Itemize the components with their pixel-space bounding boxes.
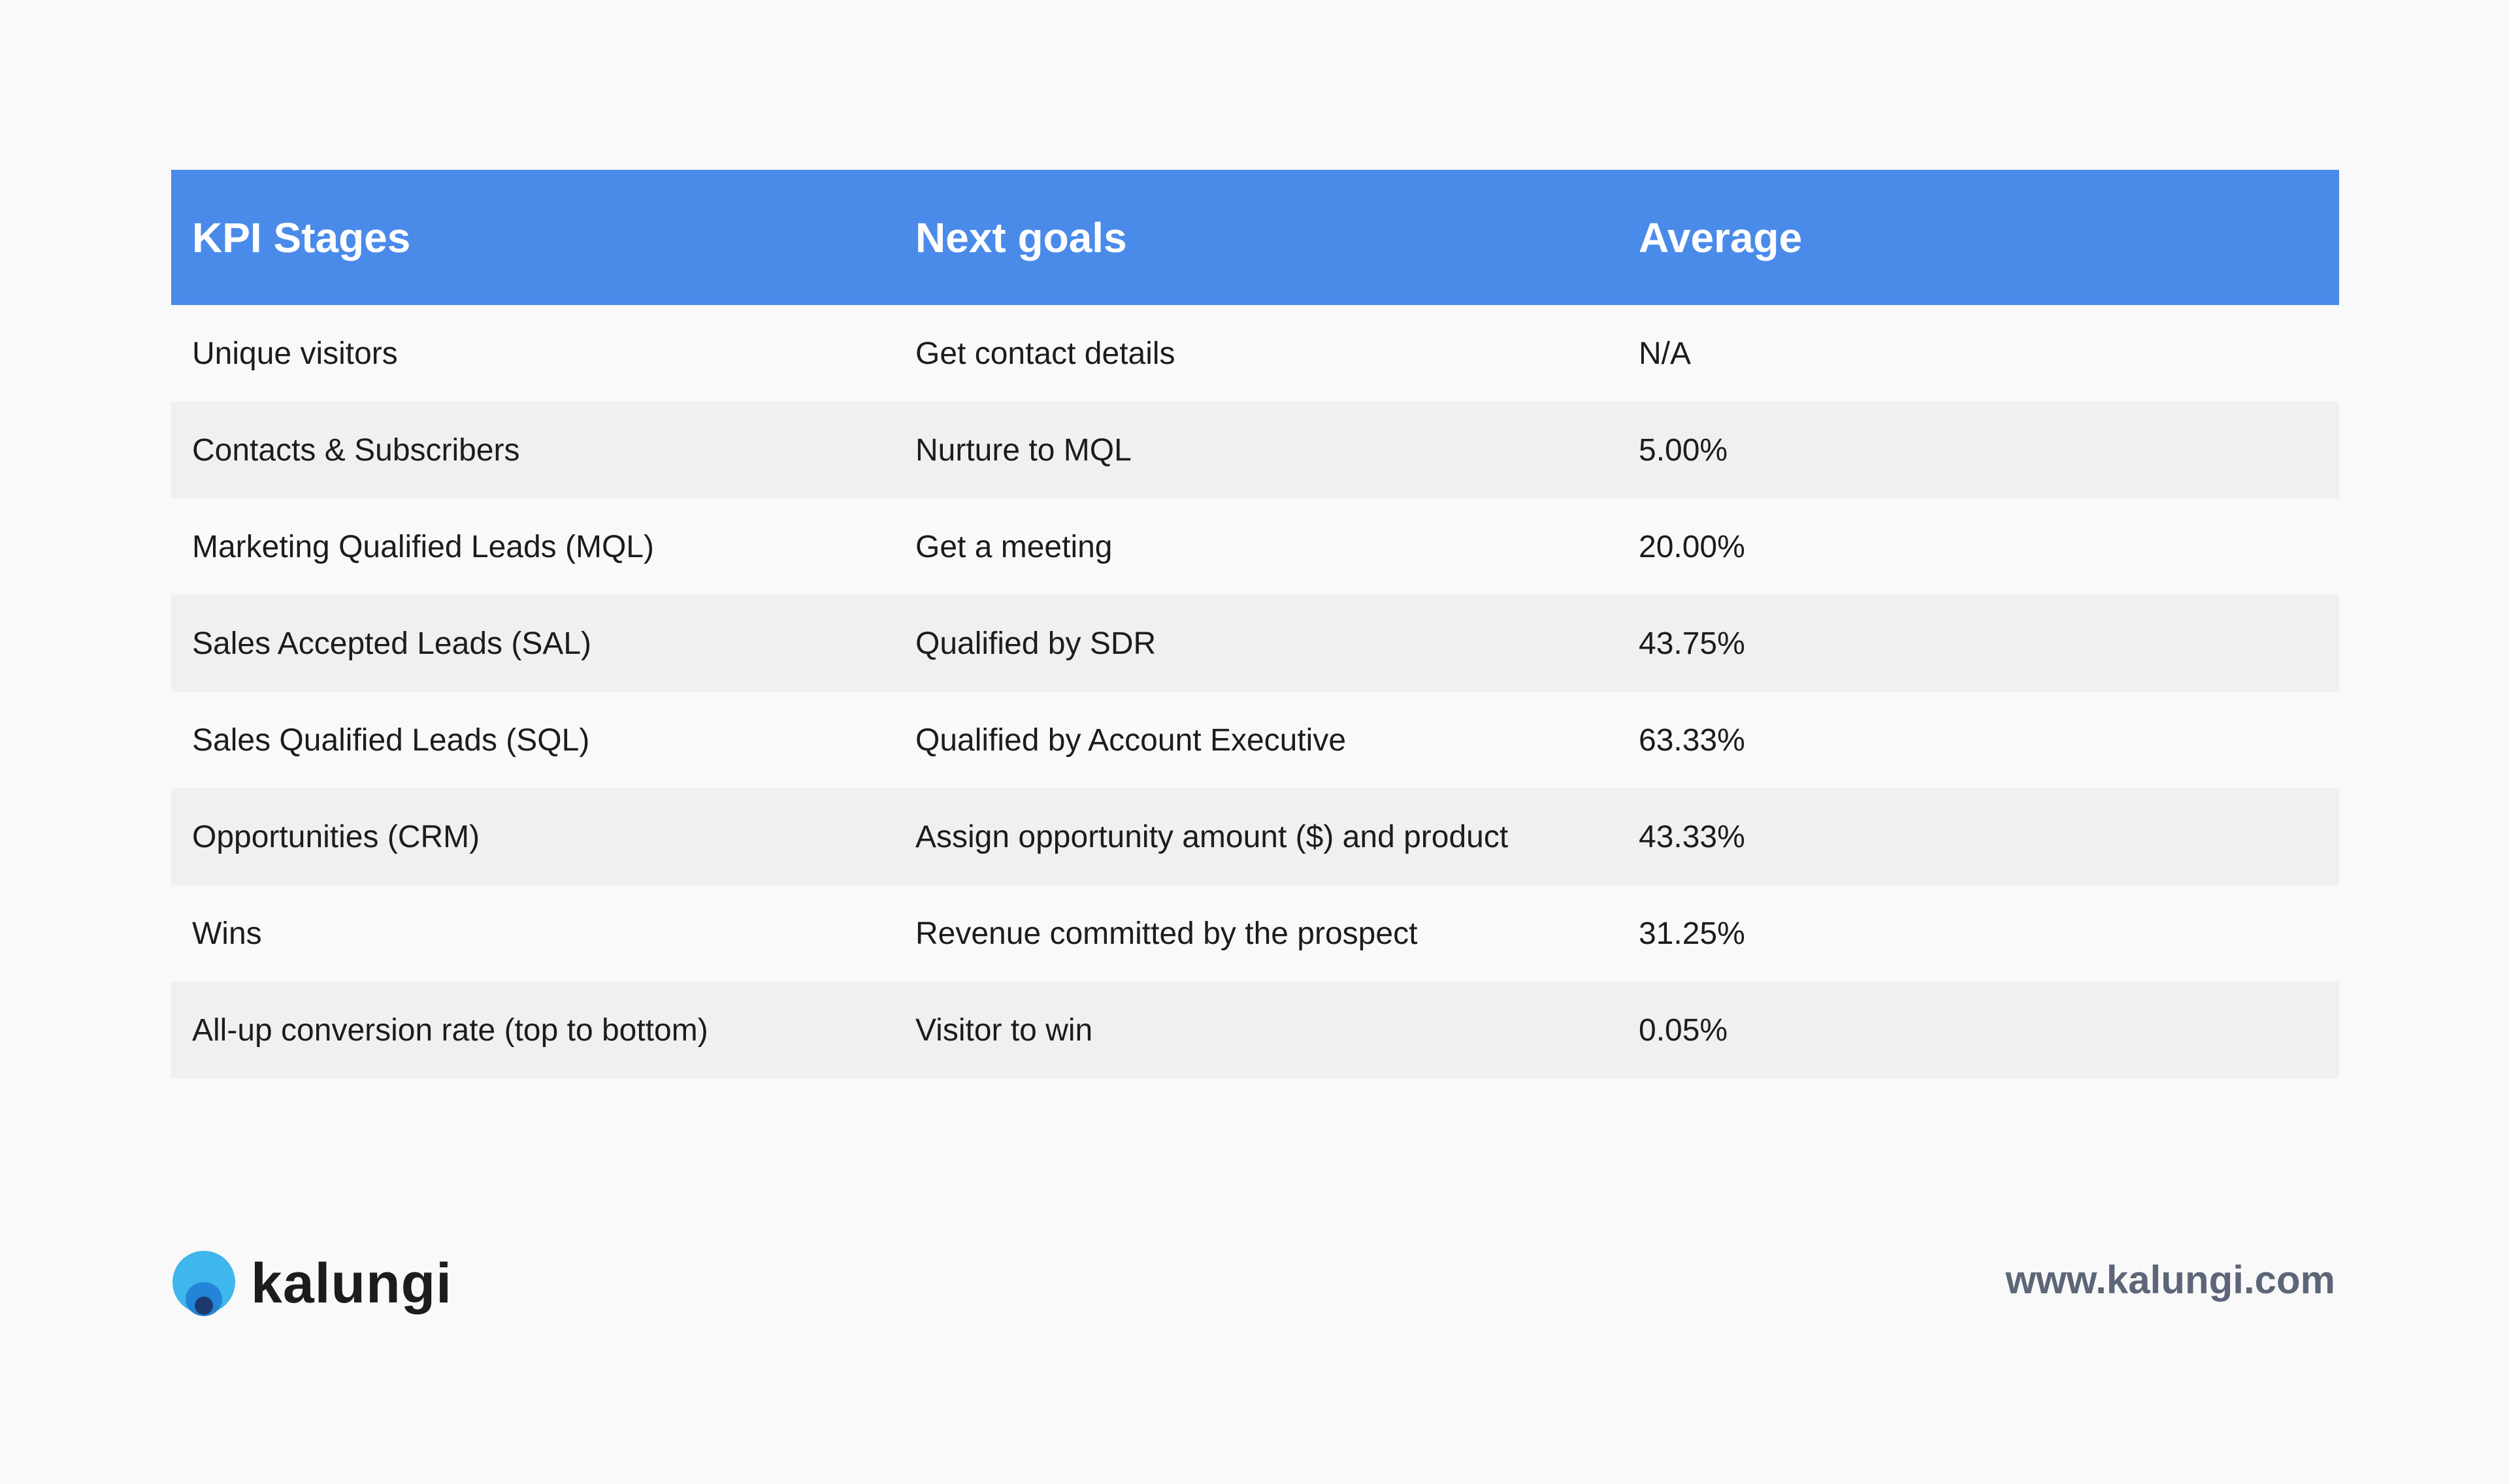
next-goal-cell: Get a meeting <box>915 529 1113 564</box>
average-cell: 63.33% <box>1639 722 1745 758</box>
kpi-table: KPI Stages Next goals Average Unique vis… <box>171 170 2339 1078</box>
table-row: Opportunities (CRM) Assign opportunity a… <box>171 788 2339 885</box>
kpi-stage-cell: Unique visitors <box>192 336 398 371</box>
next-goal-cell: Qualified by SDR <box>915 626 1156 661</box>
average-cell: 20.00% <box>1639 529 1745 564</box>
kpi-stage-cell: Marketing Qualified Leads (MQL) <box>192 529 654 564</box>
table-row: Sales Accepted Leads (SAL) Qualified by … <box>171 595 2339 692</box>
next-goal-cell: Qualified by Account Executive <box>915 722 1347 758</box>
table-row: Unique visitors Get contact details N/A <box>171 305 2339 402</box>
table-header-row: KPI Stages Next goals Average <box>171 170 2339 305</box>
kpi-stage-cell: Sales Qualified Leads (SQL) <box>192 722 590 758</box>
table-row: Sales Qualified Leads (SQL) Qualified by… <box>171 692 2339 788</box>
table-row: Marketing Qualified Leads (MQL) Get a me… <box>171 498 2339 595</box>
kpi-stage-cell: Sales Accepted Leads (SAL) <box>192 626 592 661</box>
kpi-stage-cell: Wins <box>192 916 262 951</box>
kpi-stage-cell: All-up conversion rate (top to bottom) <box>192 1012 708 1048</box>
average-cell: 0.05% <box>1639 1012 1728 1048</box>
next-goal-cell: Assign opportunity amount ($) and produc… <box>915 819 1509 854</box>
column-header-kpi-stages: KPI Stages <box>192 214 411 261</box>
average-cell: 5.00% <box>1639 432 1728 468</box>
next-goal-cell: Visitor to win <box>915 1012 1093 1048</box>
table-header: KPI Stages Next goals Average <box>171 170 2339 305</box>
table-row: Contacts & Subscribers Nurture to MQL 5.… <box>171 402 2339 498</box>
average-cell: 31.25% <box>1639 916 1745 951</box>
website-url[interactable]: www.kalungi.com <box>2005 1258 2335 1302</box>
kpi-stage-cell: Opportunities (CRM) <box>192 819 480 854</box>
column-header-next-goals: Next goals <box>915 214 1127 261</box>
average-cell: N/A <box>1639 336 1692 371</box>
kpi-stage-cell: Contacts & Subscribers <box>192 432 520 468</box>
average-cell: 43.33% <box>1639 819 1745 854</box>
kalungi-logo-icon <box>172 1251 235 1316</box>
brand-logo: kalungi <box>171 1250 452 1317</box>
table-row: Wins Revenue committed by the prospect 3… <box>171 885 2339 982</box>
average-cell: 43.75% <box>1639 626 1745 661</box>
table-body: Unique visitors Get contact details N/A … <box>171 305 2339 1078</box>
brand-name: kalungi <box>251 1252 453 1315</box>
table-row: All-up conversion rate (top to bottom) V… <box>171 982 2339 1078</box>
next-goal-cell: Revenue committed by the prospect <box>915 916 1418 951</box>
next-goal-cell: Get contact details <box>915 336 1175 371</box>
next-goal-cell: Nurture to MQL <box>915 432 1132 468</box>
column-header-average: Average <box>1639 214 1803 261</box>
